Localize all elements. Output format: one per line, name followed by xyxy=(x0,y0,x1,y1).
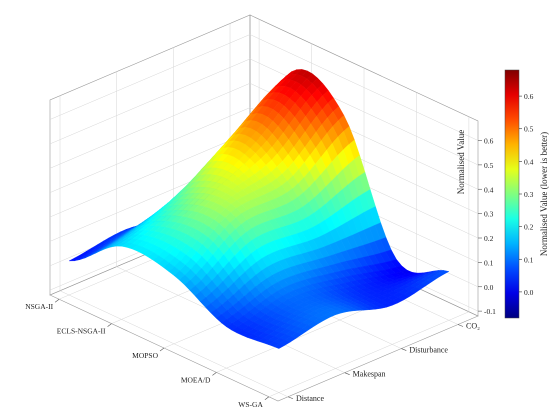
y-tick-label: Makespan xyxy=(353,370,386,379)
colorbar-tick-label: 0.6 xyxy=(524,92,534,101)
colorbar-tick-label: 0.3 xyxy=(524,190,534,199)
x-tick-label: WS-GA xyxy=(238,400,263,409)
x-axis-ticks: NSGA-II ECLS-NSGA-II MOPSO MOEA/D WS-GA xyxy=(25,298,270,409)
colorbar-tick-label: 0.2 xyxy=(524,223,534,232)
y-tick-mark xyxy=(457,324,464,327)
x-tick-label: ECLS-NSGA-II xyxy=(57,327,106,336)
z-tick-label: 0.4 xyxy=(484,185,494,194)
colorbar-tick-label: 0.0 xyxy=(524,288,534,297)
colorbar-title: Normalised Value (lower is better) xyxy=(539,132,549,256)
x-tick-mark xyxy=(159,347,165,352)
z-tick-label: 0.6 xyxy=(484,137,494,146)
colorbar: 0.0 0.1 0.2 0.3 0.4 0.5 0.6 Normalised Value (… xyxy=(504,69,549,319)
z-tick-label: -0.1 xyxy=(484,307,496,316)
surface-plot xyxy=(69,69,450,349)
z-tick-label: 0.0 xyxy=(484,283,494,292)
x-tick-mark xyxy=(107,323,112,327)
x-tick-label: NSGA-II xyxy=(25,302,53,311)
y-tick-mark xyxy=(401,348,407,351)
x-tick-label: MOPSO xyxy=(132,351,158,360)
x-tick-label: MOEA/D xyxy=(181,375,211,384)
colorbar-tick-label: 0.5 xyxy=(524,125,534,134)
x-tick-mark xyxy=(212,372,217,376)
y-tick-mark xyxy=(344,372,350,375)
z-tick-label: 0.2 xyxy=(484,234,494,243)
z-axis-ticks: -0.1 0.0 0.1 0.2 0.3 0.4 0.5 0.6 xyxy=(478,137,496,316)
grid-y-0 xyxy=(59,95,289,398)
colorbar-ticks: 0.0 0.1 0.2 0.3 0.4 0.5 0.6 xyxy=(519,92,534,297)
x-tick-mark xyxy=(264,396,270,401)
y-tick-label: CO₂ xyxy=(466,322,480,331)
colorbar-tick-label: 0.1 xyxy=(524,255,534,264)
z-tick-label: 0.1 xyxy=(484,258,494,267)
z-tick-label: 0.5 xyxy=(484,161,494,170)
y-tick-label: Disturbance xyxy=(409,346,448,355)
x-tick-mark xyxy=(54,298,60,303)
y-tick-label: Distance xyxy=(296,394,324,403)
y-axis-ticks: Distance Makespan Disturbance CO₂ xyxy=(287,322,480,403)
colorbar-tick-label: 0.4 xyxy=(524,157,534,166)
surface-patch xyxy=(273,343,285,349)
z-tick-label: 0.3 xyxy=(484,210,494,219)
z-axis-title: Normalised Value xyxy=(456,130,466,195)
colorbar-fill xyxy=(504,69,520,319)
y-tick-mark xyxy=(287,396,294,400)
